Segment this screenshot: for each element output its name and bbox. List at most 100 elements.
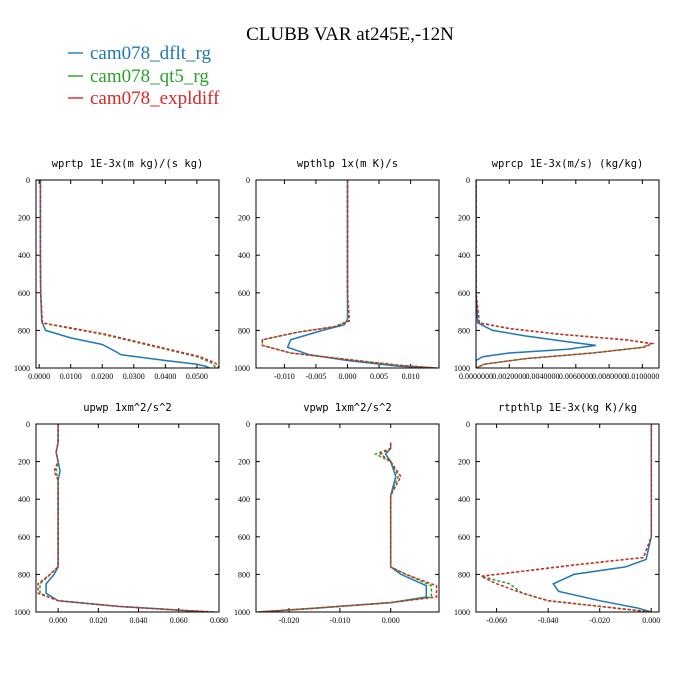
x-tick-label: 0.000 [642,616,660,625]
panel-frame [255,423,440,613]
panel-frame [35,179,220,369]
series-line [39,180,219,368]
y-tick-label: 200 [238,458,250,467]
series-line [476,180,654,368]
chart-panel: wprcp 1E-3x(m/s) (kg/kg) 0 200 400 600 800 100… [454,158,660,381]
legend-item: cam078_expldiff [68,88,220,109]
panel-frame [475,423,660,613]
y-tick-label: 800 [18,326,30,335]
y-tick-label: 400 [18,251,30,260]
panels: wprtp 1E-3x(m kg)/(s kg) 0 200 400 600 800 100… [14,158,660,625]
y-tick-label: 400 [458,251,470,260]
y-tick-label: 800 [238,570,250,579]
x-tick-label: -0.005 [306,372,327,381]
panel-title: wpthlp 1x(m K)/s [297,158,398,170]
y-tick-label: 1000 [14,364,30,373]
y-tick-label: 200 [18,458,30,467]
x-tick-label: 0.080 [210,616,228,625]
series-group [258,442,438,612]
series-group [478,424,653,612]
chart-panel: vpwp 1xm^2/s^2 0 200 400 600 800 1000 -0.020 -0.… [234,402,440,625]
y-tick-label: 400 [238,251,250,260]
y-tick-label: 400 [18,495,30,504]
series-group [39,180,219,368]
y-tick-label: 1000 [14,608,30,617]
y-tick-label: 1000 [454,608,470,617]
y-tick-label: 600 [18,533,30,542]
y-tick-label: 1000 [234,364,250,373]
y-tick-label: 0 [246,420,250,429]
y-tick-label: 800 [458,570,470,579]
panel-title: upwp 1xm^2/s^2 [83,402,172,414]
chart-panel: rtpthlp 1E-3x(kg K)/kg 0 200 400 600 800 1000 -… [454,402,660,625]
series-line [552,424,653,612]
series-line [258,442,433,612]
x-tick-label: 0.010 [402,372,420,381]
y-tick-label: 800 [238,326,250,335]
x-tick-label: -0.010 [274,372,295,381]
panel-frame [475,179,660,369]
y-tick-label: 600 [458,533,470,542]
x-tick-label: 0.000 [339,372,357,381]
x-tick-label: 0.0300 [123,372,145,381]
y-tick-label: 800 [18,570,30,579]
x-tick-label: 0.000 [49,616,67,625]
series-line [261,180,436,368]
panel-title: rtpthlp 1E-3x(kg K)/kg [498,402,637,414]
x-tick-label: 0.020 [89,616,107,625]
panel-title: wprtp 1E-3x(m kg)/(s kg) [52,158,204,170]
x-tick-label: 0.0500 [186,372,208,381]
series-group [476,180,655,368]
series-line [37,424,216,612]
panel-title: vpwp 1xm^2/s^2 [303,402,392,414]
panel-frame [35,423,220,613]
x-tick-label: 0.0080000 [592,372,626,381]
series-line [286,180,436,368]
x-tick-label: 0.0040000 [526,372,560,381]
y-tick-label: 0 [466,176,470,185]
y-tick-label: 200 [238,214,250,223]
y-tick-label: 1000 [234,608,250,617]
figure-title: CLUBB VAR at245E,-12N [246,24,454,45]
legend-label: cam078_qt5_rg [90,66,209,87]
x-tick-label: -0.010 [330,616,351,625]
y-tick-label: 600 [458,289,470,298]
series-line [261,180,436,368]
legend-item: cam078_qt5_rg [68,66,209,87]
y-tick-label: 600 [18,289,30,298]
y-tick-label: 400 [458,495,470,504]
x-tick-label: -0.040 [538,616,559,625]
series-line [481,424,653,612]
legend-item: cam078_dflt_rg [68,43,212,64]
y-tick-label: 1000 [454,364,470,373]
x-tick-label: -0.020 [279,616,300,625]
series-line [476,180,655,368]
x-tick-label: 0.040 [130,616,148,625]
legend-label: cam078_dflt_rg [90,43,212,64]
series-group [261,180,436,368]
x-tick-label: -0.020 [589,616,610,625]
y-tick-label: 200 [458,458,470,467]
series-line [476,180,596,368]
y-tick-label: 0 [246,176,250,185]
y-tick-label: 600 [238,533,250,542]
series-line [39,424,214,612]
y-tick-label: 0 [26,420,30,429]
x-tick-label: 0.0060000 [559,372,593,381]
legend-label: cam078_expldiff [90,88,220,109]
x-tick-label: 0.0000000 [459,372,493,381]
x-tick-label: -0.060 [486,616,507,625]
series-line [45,424,209,612]
series-line [258,442,428,612]
y-tick-label: 800 [458,326,470,335]
x-tick-label: 0.0100000 [625,372,659,381]
x-tick-label: 0.0100 [60,372,82,381]
y-tick-label: 200 [18,214,30,223]
panel-frame [255,179,440,369]
series-line [478,424,653,612]
x-tick-label: 0.000 [382,616,400,625]
y-tick-label: 600 [238,289,250,298]
chart-panel: wprtp 1E-3x(m kg)/(s kg) 0 200 400 600 800 100… [14,158,220,381]
x-tick-label: 0.0400 [154,372,176,381]
